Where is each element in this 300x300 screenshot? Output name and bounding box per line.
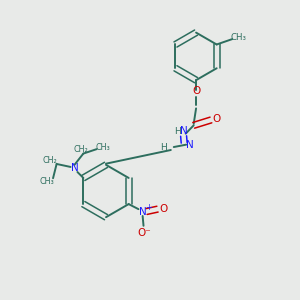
Text: N: N — [70, 164, 78, 173]
Text: N: N — [180, 126, 188, 136]
Text: O: O — [212, 114, 220, 124]
Text: O⁻: O⁻ — [137, 228, 151, 238]
Text: CH₃: CH₃ — [231, 33, 247, 42]
Text: H: H — [174, 127, 181, 136]
Text: N: N — [139, 206, 146, 217]
Text: O: O — [159, 204, 168, 214]
Text: CH₂: CH₂ — [73, 146, 88, 154]
Text: N: N — [186, 140, 194, 150]
Text: O: O — [193, 86, 201, 96]
Text: CH₃: CH₃ — [39, 177, 54, 186]
Text: H: H — [160, 143, 167, 152]
Text: CH₃: CH₃ — [96, 143, 111, 152]
Text: +: + — [145, 202, 152, 211]
Text: CH₂: CH₂ — [43, 156, 57, 165]
